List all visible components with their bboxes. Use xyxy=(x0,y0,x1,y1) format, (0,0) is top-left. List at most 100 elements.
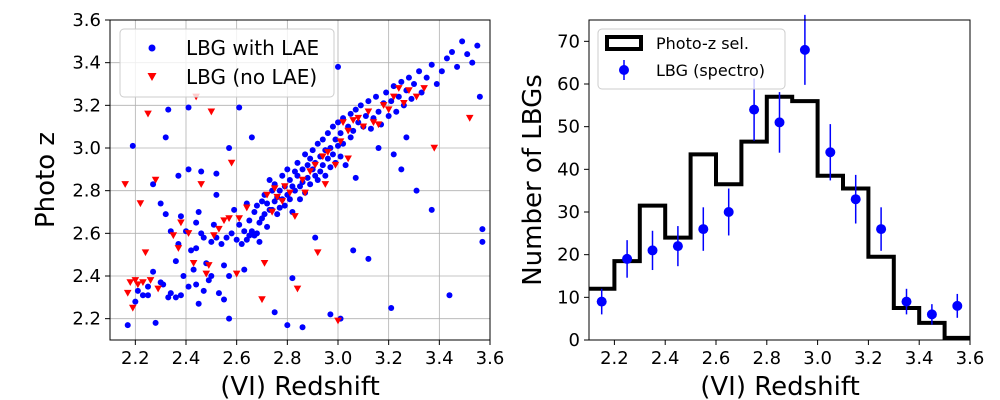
scatter-point-lbg-no-lae xyxy=(123,289,132,297)
scatter-point-lbg-no-lae xyxy=(134,281,142,289)
scatter-point-lbg-with-lae xyxy=(335,119,341,126)
scatter-point-lbg-with-lae xyxy=(208,273,215,279)
scatter-point-lbg-no-lae xyxy=(319,153,327,161)
errorbar-point xyxy=(799,44,810,55)
scatter-point-lbg-with-lae xyxy=(342,162,349,169)
scatter-point-lbg-with-lae xyxy=(284,322,291,329)
scatter-point-lbg-no-lae xyxy=(197,181,205,188)
scatter-x-axis-label: (VI) Redshift xyxy=(220,372,380,400)
histogram-y-tick-label: 30 xyxy=(557,202,580,223)
scatter-point-lbg-no-lae xyxy=(405,87,413,94)
scatter-point-lbg-no-lae xyxy=(136,200,145,208)
scatter-point-lbg-no-lae xyxy=(313,249,322,257)
scatter-x-tick-label: 2.4 xyxy=(172,348,201,369)
scatter-point-lbg-no-lae xyxy=(364,108,373,116)
scatter-point-lbg-no-lae xyxy=(334,317,342,325)
scatter-point-lbg-with-lae xyxy=(438,68,445,75)
scatter-point-lbg-with-lae xyxy=(231,206,238,213)
scatter-point-lbg-with-lae xyxy=(210,221,217,228)
scatter-point-lbg-with-lae xyxy=(464,51,471,58)
scatter-point-lbg-with-lae xyxy=(317,168,324,175)
scatter-point-lbg-with-lae xyxy=(226,145,233,151)
scatter-point-lbg-with-lae xyxy=(241,266,248,273)
scatter-y-tick-label: 2.4 xyxy=(72,266,101,287)
histogram-y-tick-label: 60 xyxy=(557,74,580,95)
scatter-point-lbg-no-lae xyxy=(336,138,345,146)
scatter-point-lbg-with-lae xyxy=(276,187,283,194)
scatter-point-lbg-no-lae xyxy=(270,185,279,193)
scatter-point-lbg-no-lae xyxy=(301,189,309,197)
scatter-point-lbg-with-lae xyxy=(200,234,207,241)
legend-marker-spectro xyxy=(619,65,629,75)
histogram-y-tick-label: 50 xyxy=(557,117,580,138)
scatter-point-lbg-no-lae xyxy=(235,215,243,222)
scatter-point-lbg-with-lae xyxy=(329,151,336,158)
errorbar-point xyxy=(672,241,683,252)
scatter-point-lbg-with-lae xyxy=(241,228,248,235)
scatter-y-axis-label: Photo z xyxy=(31,132,61,228)
scatter-point-lbg-with-lae xyxy=(286,177,293,183)
scatter-point-lbg-with-lae xyxy=(383,89,390,96)
scatter-point-lbg-with-lae xyxy=(223,234,230,241)
histogram-y-tick-label: 70 xyxy=(557,31,580,52)
scatter-point-lbg-no-lae xyxy=(286,189,294,197)
scatter-y-tick-label: 3.0 xyxy=(72,138,101,159)
scatter-point-lbg-no-lae xyxy=(189,260,198,267)
scatter-point-lbg-with-lae xyxy=(327,164,334,171)
scatter-point-lbg-with-lae xyxy=(314,140,321,147)
series-lbg-with-lae xyxy=(124,38,486,331)
histogram-panel: 2.2 2.4 2.6 2.8 3.0 3.2 3.4 3.6010203040506070 … xyxy=(518,14,984,400)
scatter-point-lbg-with-lae xyxy=(162,134,169,141)
scatter-point-lbg-with-lae xyxy=(177,213,184,220)
scatter-x-tick-label: 2.2 xyxy=(121,348,150,369)
histogram-ticks: 2.2 2.4 2.6 2.8 3.0 3.2 3.4 3.6 0 10 20 30 40 50 60 70 xyxy=(557,31,984,369)
scatter-point-lbg-with-lae xyxy=(335,63,341,70)
histogram-x-axis-label: (VI) Redshift xyxy=(700,372,860,400)
scatter-point-lbg-no-lae xyxy=(278,198,287,205)
scatter-point-lbg-with-lae xyxy=(335,142,341,149)
errorbar-point xyxy=(749,104,760,115)
scatter-point-lbg-no-lae xyxy=(184,230,193,237)
histogram-x-tick-label: 3.6 xyxy=(956,348,985,369)
scatter-point-lbg-with-lae xyxy=(172,258,179,265)
scatter-point-lbg-no-lae xyxy=(395,85,403,92)
scatter-point-lbg-no-lae xyxy=(177,219,185,227)
scatter-point-lbg-with-lae xyxy=(309,147,316,154)
scatter-point-lbg-with-lae xyxy=(411,81,417,87)
scatter-point-lbg-no-lae xyxy=(298,176,307,184)
histogram-y-tick-label: 40 xyxy=(557,159,580,180)
scatter-point-lbg-with-lae xyxy=(281,202,288,209)
scatter-point-lbg-no-lae xyxy=(331,161,340,169)
scatter-point-lbg-with-lae xyxy=(145,283,151,290)
scatter-point-lbg-with-lae xyxy=(395,93,402,100)
scatter-point-lbg-with-lae xyxy=(474,42,481,49)
scatter-point-lbg-no-lae xyxy=(207,108,216,116)
scatter-point-lbg-with-lae xyxy=(443,55,450,62)
scatter-point-lbg-with-lae xyxy=(195,300,202,307)
scatter-point-lbg-no-lae xyxy=(430,144,439,152)
scatter-point-lbg-with-lae xyxy=(408,95,415,102)
scatter-point-lbg-no-lae xyxy=(281,183,289,190)
histogram-marks xyxy=(589,14,970,340)
scatter-point-lbg-no-lae xyxy=(227,159,236,167)
scatter-point-lbg-no-lae xyxy=(225,215,233,222)
scatter-point-lbg-no-lae xyxy=(349,117,357,124)
scatter-point-lbg-with-lae xyxy=(266,177,273,183)
scatter-point-lbg-with-lae xyxy=(279,172,286,179)
scatter-legend-frame xyxy=(119,28,335,98)
scatter-point-lbg-with-lae xyxy=(319,162,326,169)
scatter-point-lbg-with-lae xyxy=(476,93,483,100)
errorbar-point xyxy=(723,207,734,217)
histogram-x-tick-label: 3.2 xyxy=(854,348,883,369)
scatter-marks xyxy=(121,38,486,331)
scatter-point-lbg-no-lae xyxy=(215,225,223,233)
errorbar-point xyxy=(622,253,633,264)
scatter-point-lbg-with-lae xyxy=(294,172,301,179)
scatter-point-lbg-with-lae xyxy=(398,78,405,85)
scatter-point-lbg-no-lae xyxy=(232,270,241,278)
scatter-point-lbg-no-lae xyxy=(412,93,421,101)
histogram-x-tick-label: 3.4 xyxy=(905,348,934,369)
scatter-point-lbg-with-lae xyxy=(124,322,131,329)
scatter-point-lbg-with-lae xyxy=(175,172,182,179)
scatter-point-lbg-with-lae xyxy=(304,162,311,169)
